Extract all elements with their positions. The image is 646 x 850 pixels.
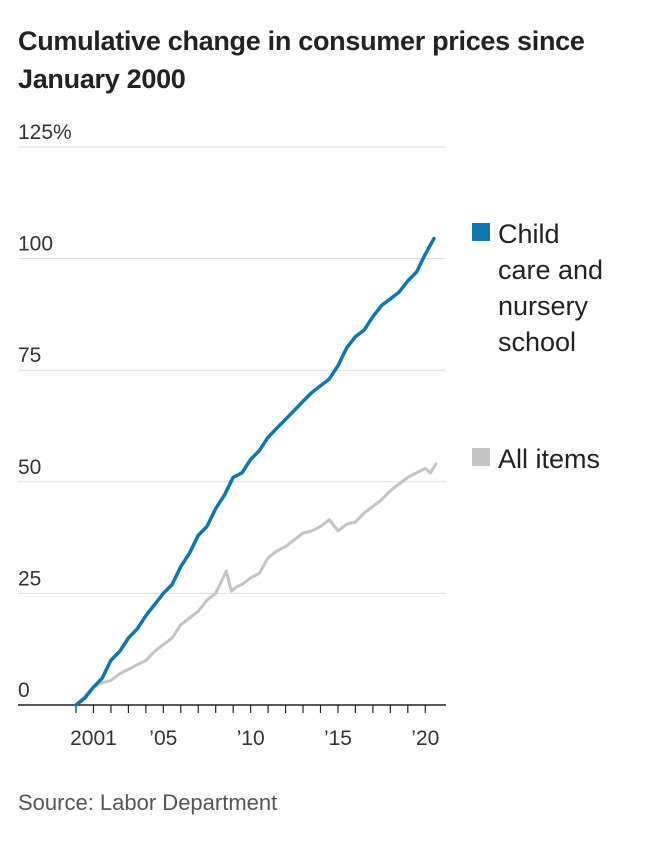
- y-tick-label: 125%: [18, 121, 72, 144]
- y-tick-label: 100: [18, 233, 53, 256]
- legend-label: Child: [498, 219, 560, 249]
- x-tick-label: ’10: [237, 727, 265, 750]
- x-tick-label: ’20: [411, 727, 439, 750]
- source-note: Source: Labor Department: [18, 790, 278, 815]
- y-tick-label: 25: [18, 567, 41, 590]
- legend-swatch: [472, 223, 490, 241]
- legend-swatch: [472, 448, 490, 466]
- series-line-all-items: [74, 462, 438, 707]
- series-line-child-care: [74, 236, 436, 707]
- legend-label: nursery: [498, 291, 589, 321]
- legend-label: school: [498, 327, 576, 357]
- legend-label: care and: [498, 255, 603, 285]
- y-tick-label: 75: [18, 344, 41, 367]
- x-axis: 2001 ’05 ’10 ’15 ’20: [18, 704, 446, 750]
- series-lines: [74, 236, 438, 707]
- y-tick-label: 50: [18, 456, 41, 479]
- x-tick-label: ’05: [149, 727, 177, 750]
- legend: Child care and nursery school All items: [472, 219, 603, 474]
- x-tick-label: 2001: [70, 727, 117, 750]
- y-tick-label: 0: [18, 679, 30, 702]
- x-tick-label: ’15: [324, 727, 352, 750]
- y-tick-labels: 0 25 50 75 100 125%: [18, 121, 72, 702]
- chart-title: Cumulative change in consumer prices sin…: [18, 26, 585, 94]
- gridlines: [18, 146, 446, 594]
- legend-label: All items: [498, 444, 600, 474]
